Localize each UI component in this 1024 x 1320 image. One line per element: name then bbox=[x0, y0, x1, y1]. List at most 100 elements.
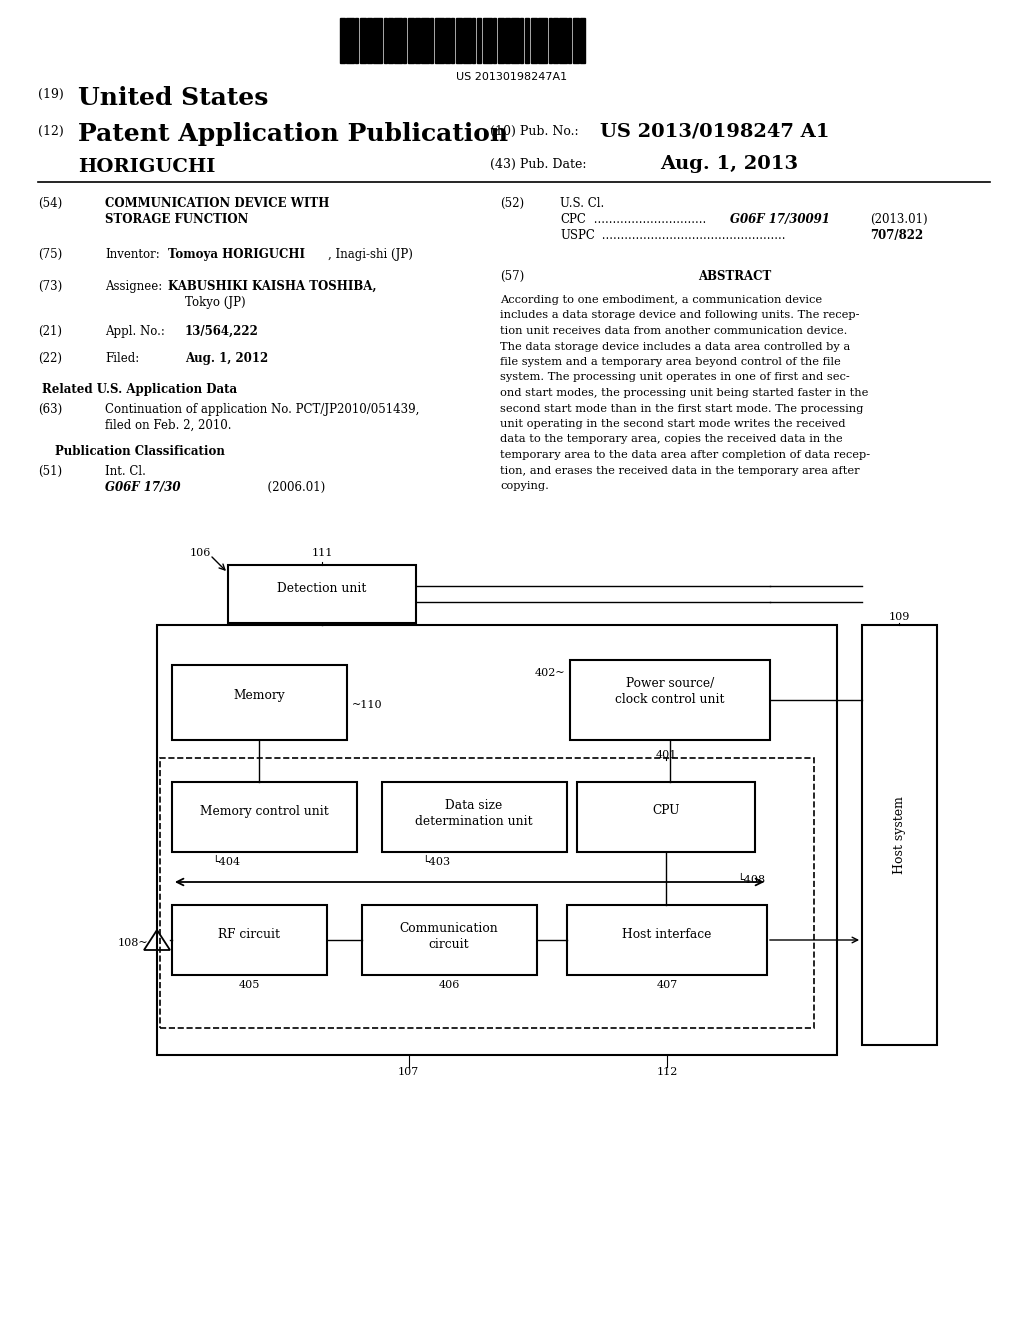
Text: └408: └408 bbox=[737, 875, 765, 886]
Bar bbox=[157, 624, 837, 1055]
Bar bbox=[567, 906, 767, 975]
Text: tion, and erases the received data in the temporary area after: tion, and erases the received data in th… bbox=[500, 466, 859, 475]
Text: 108~: 108~ bbox=[118, 939, 148, 948]
Text: 106: 106 bbox=[190, 548, 211, 558]
Bar bbox=[355, 18, 358, 63]
Text: Data size: Data size bbox=[445, 799, 503, 812]
Text: second start mode than in the first start mode. The processing: second start mode than in the first star… bbox=[500, 404, 863, 413]
Bar bbox=[520, 18, 523, 63]
Bar bbox=[382, 781, 567, 851]
Bar bbox=[388, 18, 392, 63]
Text: (12): (12) bbox=[38, 125, 63, 139]
Bar bbox=[362, 906, 537, 975]
Text: Aug. 1, 2012: Aug. 1, 2012 bbox=[185, 352, 268, 366]
Bar bbox=[172, 906, 327, 975]
Bar bbox=[572, 18, 579, 63]
Text: determination unit: determination unit bbox=[415, 814, 532, 828]
Bar bbox=[408, 18, 414, 63]
Text: 405: 405 bbox=[239, 979, 260, 990]
Text: 402~: 402~ bbox=[535, 668, 565, 678]
Text: United States: United States bbox=[78, 86, 268, 110]
Text: COMMUNICATION DEVICE WITH: COMMUNICATION DEVICE WITH bbox=[105, 197, 330, 210]
Bar bbox=[403, 18, 406, 63]
Text: Power source/: Power source/ bbox=[626, 677, 714, 690]
Bar bbox=[160, 758, 814, 1028]
Bar bbox=[498, 18, 504, 63]
Bar bbox=[451, 18, 454, 63]
Bar bbox=[463, 18, 470, 63]
Text: (2006.01): (2006.01) bbox=[230, 480, 326, 494]
Bar bbox=[493, 18, 496, 63]
Text: Continuation of application No. PCT/JP2010/051439,: Continuation of application No. PCT/JP20… bbox=[105, 403, 420, 416]
Text: (22): (22) bbox=[38, 352, 62, 366]
Text: Tokyo (JP): Tokyo (JP) bbox=[185, 296, 246, 309]
Bar bbox=[549, 18, 552, 63]
Text: STORAGE FUNCTION: STORAGE FUNCTION bbox=[105, 213, 249, 226]
Text: (73): (73) bbox=[38, 280, 62, 293]
Text: 407: 407 bbox=[656, 979, 678, 990]
Bar bbox=[456, 18, 462, 63]
Bar bbox=[472, 18, 475, 63]
Bar bbox=[346, 18, 353, 63]
Text: 109: 109 bbox=[888, 612, 909, 622]
Text: Aug. 1, 2013: Aug. 1, 2013 bbox=[660, 154, 798, 173]
Text: USPC: USPC bbox=[560, 228, 595, 242]
Text: temporary area to the data area after completion of data recep-: temporary area to the data area after co… bbox=[500, 450, 870, 459]
Text: 401: 401 bbox=[655, 750, 677, 760]
Text: includes a data storage device and following units. The recep-: includes a data storage device and follo… bbox=[500, 310, 859, 321]
Text: 707/822: 707/822 bbox=[870, 228, 924, 242]
Text: KABUSHIKI KAISHA TOSHIBA,: KABUSHIKI KAISHA TOSHIBA, bbox=[168, 280, 377, 293]
Bar bbox=[580, 18, 585, 63]
Bar bbox=[421, 18, 428, 63]
Text: CPU: CPU bbox=[652, 804, 680, 817]
Bar bbox=[538, 18, 547, 63]
Text: US 2013/0198247 A1: US 2013/0198247 A1 bbox=[600, 121, 829, 140]
Text: According to one embodiment, a communication device: According to one embodiment, a communica… bbox=[500, 294, 822, 305]
Text: The data storage device includes a data area controlled by a: The data storage device includes a data … bbox=[500, 342, 850, 351]
Bar bbox=[434, 18, 443, 63]
Bar bbox=[373, 18, 382, 63]
Text: (10) Pub. No.:: (10) Pub. No.: bbox=[490, 125, 579, 139]
Bar bbox=[570, 660, 770, 741]
Text: Int. Cl.: Int. Cl. bbox=[105, 465, 145, 478]
Text: 13/564,222: 13/564,222 bbox=[185, 325, 259, 338]
Text: Filed:: Filed: bbox=[105, 352, 139, 366]
Text: 112: 112 bbox=[656, 1067, 678, 1077]
Text: filed on Feb. 2, 2010.: filed on Feb. 2, 2010. bbox=[105, 418, 231, 432]
Bar bbox=[568, 18, 571, 63]
Text: (21): (21) bbox=[38, 325, 62, 338]
Text: ..............................: .............................. bbox=[590, 213, 707, 226]
Bar bbox=[530, 18, 537, 63]
Text: G06F 17/30: G06F 17/30 bbox=[105, 480, 180, 494]
Text: copying.: copying. bbox=[500, 480, 549, 491]
Text: data to the temporary area, copies the received data in the: data to the temporary area, copies the r… bbox=[500, 434, 843, 445]
Bar bbox=[340, 18, 344, 63]
Text: G06F 17/30091: G06F 17/30091 bbox=[730, 213, 829, 226]
Text: 107: 107 bbox=[398, 1067, 419, 1077]
Text: (2013.01): (2013.01) bbox=[870, 213, 928, 226]
Text: RF circuit: RF circuit bbox=[218, 928, 280, 940]
Text: (54): (54) bbox=[38, 197, 62, 210]
Bar bbox=[505, 18, 510, 63]
Bar bbox=[524, 18, 529, 63]
Text: tion unit receives data from another communication device.: tion unit receives data from another com… bbox=[500, 326, 848, 337]
Text: (57): (57) bbox=[500, 271, 524, 282]
Text: (43) Pub. Date:: (43) Pub. Date: bbox=[490, 158, 587, 172]
Bar bbox=[862, 624, 937, 1045]
Text: (51): (51) bbox=[38, 465, 62, 478]
Text: Tomoya HORIGUCHI: Tomoya HORIGUCHI bbox=[168, 248, 305, 261]
Text: HORIGUCHI: HORIGUCHI bbox=[78, 158, 215, 176]
Text: (52): (52) bbox=[500, 197, 524, 210]
Text: (75): (75) bbox=[38, 248, 62, 261]
Text: Patent Application Publication: Patent Application Publication bbox=[78, 121, 508, 147]
Bar bbox=[577, 781, 755, 851]
Text: file system and a temporary area beyond control of the file: file system and a temporary area beyond … bbox=[500, 356, 841, 367]
Text: (63): (63) bbox=[38, 403, 62, 416]
Bar bbox=[367, 18, 372, 63]
Bar bbox=[559, 18, 566, 63]
Text: Related U.S. Application Data: Related U.S. Application Data bbox=[42, 383, 238, 396]
Text: U.S. Cl.: U.S. Cl. bbox=[560, 197, 604, 210]
Bar bbox=[172, 781, 357, 851]
Text: CPC: CPC bbox=[560, 213, 586, 226]
Text: ond start modes, the processing unit being started faster in the: ond start modes, the processing unit bei… bbox=[500, 388, 868, 399]
